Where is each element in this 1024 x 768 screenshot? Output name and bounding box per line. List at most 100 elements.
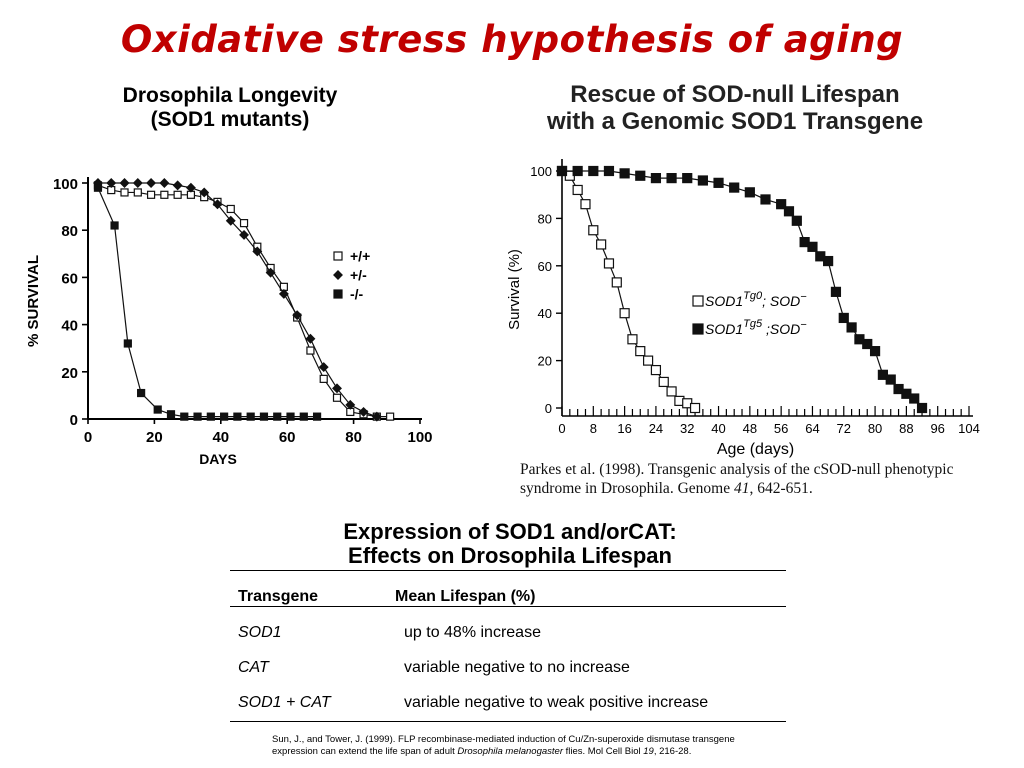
citation2-species: Drosophila melanogaster	[457, 746, 563, 758]
right-series-1-point	[580, 199, 591, 210]
left-series-2-point	[199, 187, 210, 198]
right-series-2-point	[791, 215, 802, 226]
right-series-1-point	[689, 402, 701, 414]
table-row-2-transgene: CAT	[238, 659, 269, 676]
left-y-tick-label: 20	[61, 365, 78, 382]
right-series-2-point	[713, 177, 724, 188]
citation2-volume: 19	[643, 746, 654, 758]
left-y-axis-label: % SURVIVAL	[25, 255, 42, 347]
right-series-2-point	[572, 165, 583, 177]
left-series-2-point	[332, 383, 342, 394]
right-series-1-point	[588, 225, 599, 236]
table-heading: Expression of SOD1 and/orCAT: Effects on…	[232, 519, 788, 568]
left-series-1-point	[133, 188, 142, 197]
table-citation-line1: Sun, J., and Tower, J. (1999). FLP recom…	[272, 734, 735, 745]
table-citation: Sun, J., and Tower, J. (1999). FLP recom…	[272, 734, 792, 759]
left-series-2-point	[93, 178, 103, 188]
right-y-tick-label: 100	[530, 164, 552, 179]
right-series-2-point	[619, 168, 630, 179]
left-series-3-point	[123, 339, 132, 348]
right-chart-citation: Parkes et al. (1998). Transgenic analysi…	[520, 461, 1015, 498]
right-series-2-point	[588, 165, 599, 177]
right-x-tick-label: 8	[590, 421, 597, 436]
right-series-2-point	[744, 187, 755, 198]
right-series-2-point	[807, 241, 818, 252]
left-series-1-point	[332, 393, 342, 402]
citation2-journal: flies. Mol Cell Biol	[563, 746, 644, 758]
left-series-3-point	[273, 412, 282, 421]
right-series-2-point	[666, 173, 677, 184]
left-series-2-point	[225, 215, 236, 226]
right-series-1-point	[666, 386, 677, 397]
left-series-3-point	[193, 412, 202, 421]
left-series-2-point	[318, 362, 329, 373]
right-y-tick-label: 0	[545, 401, 552, 416]
left-y-tick-label: 60	[61, 270, 78, 287]
left-series-2-point	[278, 288, 289, 299]
left-series-3-point	[166, 410, 176, 419]
left-series-line-2	[97, 182, 378, 418]
left-series-2-point	[292, 310, 303, 321]
right-series-2-point	[760, 194, 771, 205]
left-series-2-point	[106, 178, 117, 188]
table-row-1-transgene: SOD1	[238, 624, 282, 641]
right-x-axis-label: Age (days)	[717, 441, 794, 458]
right-survival-chart: 0 20 40 60 80 100 0 8 16 24 32 40 48 56 64 72 80 88 96 104 A…	[506, 159, 980, 458]
left-series-1-point	[239, 219, 249, 228]
citation-volume: 41	[733, 479, 750, 497]
right-x-tick-label: 24	[649, 421, 663, 436]
right-x-tick-label: 88	[899, 421, 913, 436]
right-series-2-point	[556, 165, 568, 177]
left-series-1-point	[386, 412, 395, 421]
left-series-2-point	[172, 180, 183, 191]
right-series-2-point	[650, 173, 662, 184]
right-series-2-point	[603, 165, 615, 177]
right-x-tick-label: 0	[558, 421, 565, 436]
left-survival-chart: 0 20 40 60 80 100 0 20 40 60 80 100 DAYS % SURVIVAL +/…	[25, 176, 433, 467]
table-bottom-rule	[230, 721, 786, 722]
left-series-2-point	[305, 333, 316, 344]
right-x-tick-label: 16	[617, 421, 631, 436]
table-row-3-transgene: SOD1 + CAT	[238, 694, 331, 711]
right-series-1-point	[596, 239, 607, 250]
left-series-3-point	[286, 412, 295, 421]
column-header-lifespan: Mean Lifespan (%)	[395, 588, 536, 605]
left-legend-label: -/-	[350, 286, 364, 302]
right-series-2-point	[909, 393, 920, 404]
right-legend-marker	[692, 323, 704, 335]
right-y-tick-label: 20	[538, 354, 552, 369]
right-x-tick-label: 104	[958, 421, 980, 436]
left-y-tick-label: 0	[70, 412, 78, 429]
right-chart-title-line2: with a Genomic SOD1 Transgene	[546, 107, 924, 135]
left-chart-title-line2: (SOD1 mutants)	[150, 107, 310, 131]
table-row-3-effect: variable negative to weak positive incre…	[404, 694, 709, 711]
citation-text: Parkes et al. (1998). Transgenic analysi…	[520, 461, 954, 497]
right-series-2-point	[869, 346, 881, 357]
right-series-2-point	[916, 402, 928, 414]
right-series-2-point	[823, 255, 834, 267]
right-series-1-point	[658, 376, 669, 388]
right-series-1-point	[642, 355, 654, 366]
left-legend-marker	[333, 251, 343, 261]
left-chart-title-line1: Drosophila Longevity	[122, 84, 338, 107]
left-series-3-point	[312, 412, 322, 421]
left-series-2-point	[371, 411, 382, 422]
left-series-3-point	[246, 412, 255, 421]
left-series-2-point	[212, 199, 223, 210]
right-series-1-point	[611, 277, 622, 288]
right-series-2-point	[830, 286, 842, 297]
left-series-3-point	[259, 412, 269, 421]
right-legend-marker	[692, 295, 704, 307]
right-series-2-point	[682, 173, 693, 184]
left-series-3-point	[137, 388, 146, 398]
slide-title: Oxidative stress hypothesis of aging	[120, 18, 904, 61]
left-series-1-point	[306, 346, 315, 355]
right-chart-title-line1: Rescue of SOD-null Lifespan	[570, 81, 900, 108]
left-series-3-point	[206, 412, 215, 421]
table-header-rule	[230, 606, 786, 607]
citation2-text: expression can extend the life span of a…	[272, 746, 458, 758]
left-x-tick-label: 40	[212, 429, 229, 446]
right-y-tick-label: 60	[538, 259, 552, 274]
table-citation-line2: expression can extend the life span of a…	[272, 746, 792, 758]
left-x-tick-label: 60	[279, 429, 296, 446]
